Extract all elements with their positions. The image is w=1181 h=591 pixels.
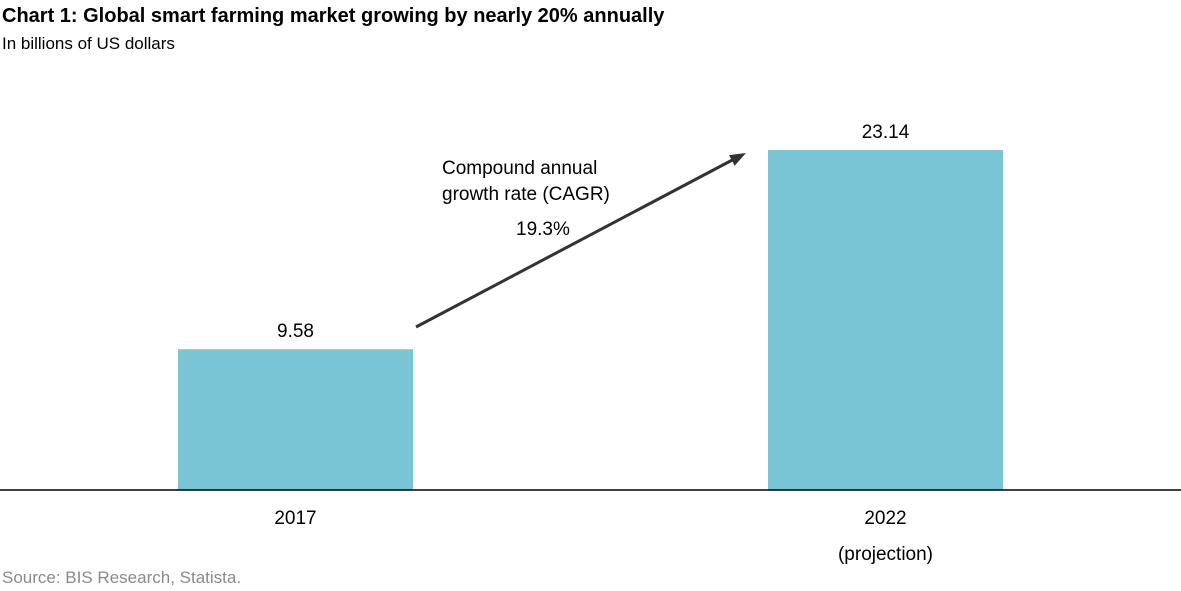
chart-title: Chart 1: Global smart farming market gro…	[2, 5, 665, 27]
cagr-label-line-2: growth rate (CAGR)	[442, 184, 610, 205]
cagr-value: 19.3%	[516, 219, 570, 240]
chart-subtitle: In billions of US dollars	[2, 34, 175, 53]
data-label-2017: 9.58	[277, 321, 314, 342]
x-tick-label-2017: 2017	[274, 508, 316, 529]
x-tick-label-2022: 2022	[864, 508, 906, 529]
bar-2017	[178, 349, 413, 490]
cagr-arrow	[415, 155, 739, 329]
cagr-label-line-1: Compound annual	[442, 158, 597, 179]
source-note: Source: BIS Research, Statista.	[2, 568, 242, 587]
cagr-arrowhead	[729, 153, 746, 166]
x-tick-note-2022: (projection)	[838, 544, 933, 565]
bar-2022	[768, 150, 1003, 490]
data-label-2022: 23.14	[862, 122, 910, 143]
